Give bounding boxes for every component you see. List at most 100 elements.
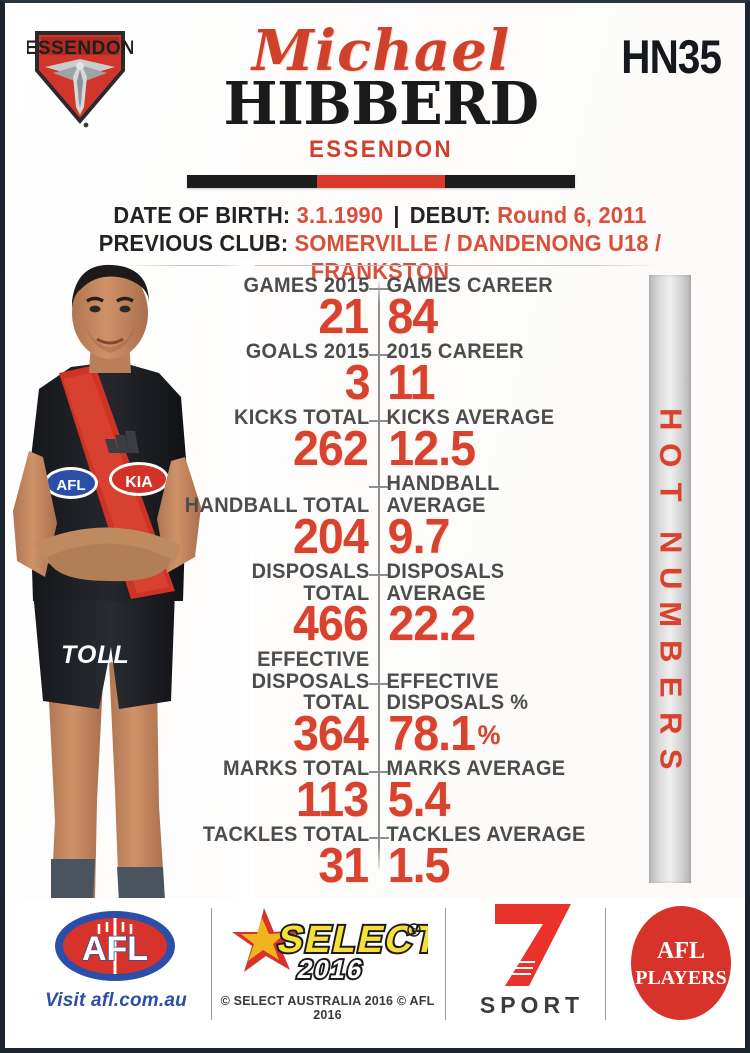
stat-value-right: 12.5	[388, 421, 476, 476]
footer-logo-bar: AFL Visit afl.com.au SELECT 2016 R	[5, 898, 745, 1048]
footer-divider	[211, 908, 212, 1020]
stat-label-right: GAMES CAREER	[386, 274, 553, 297]
stat-value-right: 5.4	[387, 772, 451, 827]
photo-edge-fade	[215, 261, 255, 901]
debut-value: Round 6, 2011	[497, 202, 647, 228]
row-tick	[369, 574, 389, 577]
stat-row: KICKS TOTAL KICKS AVERAGE 262 12.5	[173, 407, 597, 473]
footer-divider	[445, 908, 446, 1020]
bio-divider	[117, 265, 662, 266]
bio-row-birth-debut: DATE OF BIRTH: 3.1.1990 | DEBUT: Round 6…	[62, 201, 699, 229]
stat-row: EFFECTIVE DISPOSALS TOTAL EFFECTIVE DISPO…	[173, 649, 597, 758]
stat-label-left: KICKS TOTAL	[234, 406, 370, 430]
svg-text:2016: 2016	[295, 954, 367, 984]
select-logo: SELECT 2016 R © SELECT AUSTRALIA 2016 © …	[220, 898, 447, 1048]
dob-value: 3.1.1990	[296, 202, 384, 228]
strip-letter: T	[653, 482, 689, 502]
stat-row: TACKLES TOTAL TACKLES AVERAGE 31 1.5	[173, 824, 597, 890]
stat-row: MARKS TOTAL MARKS AVERAGE 113 5.4	[173, 758, 597, 824]
stat-value-left: 3	[344, 355, 370, 410]
player-team-name: ESSENDON	[309, 136, 453, 164]
stat-label-right: HANDBALL AVERAGE	[386, 472, 500, 518]
stat-row: GAMES 2015 GAMES CAREER 21 84	[173, 275, 597, 341]
svg-text:TOLL: TOLL	[61, 641, 130, 669]
svg-text:SELECT: SELECT	[274, 918, 428, 961]
player-first-name: Michael	[251, 18, 511, 84]
stat-label-right: EFFECTIVE DISPOSALS %	[386, 669, 529, 715]
row-tick	[369, 288, 389, 290]
stat-label-right: DISPOSALS AVERAGE	[386, 560, 505, 605]
afl-logo: AFL Visit afl.com.au	[27, 898, 205, 1048]
stat-value-left: 466	[293, 597, 369, 652]
player-name-block: Michael HIBBERD ESSENDON	[155, 18, 607, 164]
strip-letter: R	[653, 712, 689, 735]
stat-row: GOALS 2015 2015 CAREER 3 11	[173, 341, 597, 407]
afl-visit-link[interactable]: Visit afl.com.au	[45, 990, 187, 1011]
stat-value-right-suffix: %	[477, 719, 501, 750]
card-number: HN35	[621, 30, 722, 83]
stat-label-left: MARKS TOTAL	[222, 757, 370, 781]
stat-value-right: 11	[387, 355, 435, 410]
svg-text:AFL: AFL	[82, 930, 148, 968]
seven-sport-word: SPORT	[479, 992, 585, 1018]
stat-value-left: 31	[318, 839, 370, 894]
stat-label-left: GAMES 2015	[243, 274, 370, 297]
svg-text:AFL: AFL	[56, 477, 85, 494]
svg-text:AFL: AFL	[657, 938, 705, 964]
strip-letter: M	[653, 601, 689, 628]
stat-value-right: 84	[387, 289, 438, 344]
stat-value-left: 262	[293, 421, 369, 476]
stat-value-right: 9.7	[387, 509, 451, 564]
strip-letter: E	[653, 676, 689, 698]
stat-label-right: KICKS AVERAGE	[386, 406, 555, 430]
row-tick	[369, 682, 389, 685]
svg-text:ESSENDON: ESSENDON	[27, 38, 133, 59]
strip-letter: B	[653, 639, 689, 662]
select-copyright: © SELECT AUSTRALIA 2016 © AFL 2016	[220, 994, 435, 1022]
bar-segment-red	[316, 175, 445, 188]
strip-letter: S	[653, 749, 689, 770]
row-tick	[369, 837, 389, 840]
stat-row: HANDBALL TOTAL HANDBALL AVERAGE 204 9.7	[173, 473, 597, 561]
row-tick	[369, 771, 389, 774]
stat-label-right: MARKS AVERAGE	[386, 757, 566, 781]
stat-value-right: 1.5	[387, 839, 451, 894]
stats-table: GAMES 2015 GAMES CAREER 21 84 GOALS 2015 20…	[173, 275, 597, 891]
bar-segment-black-left	[187, 175, 317, 188]
footer-divider	[605, 908, 606, 1020]
stat-label-left: EFFECTIVE DISPOSALS TOTAL	[251, 647, 370, 715]
bio-row-previous-club: PREVIOUS CLUB: SOMERVILLE / DANDENONG U1…	[62, 229, 699, 285]
stat-value-left: 364	[293, 706, 369, 761]
row-tick	[369, 486, 389, 489]
stat-value-left: 21	[318, 289, 370, 344]
svg-text:PLAYERS: PLAYERS	[635, 967, 727, 989]
stat-label-left: HANDBALL TOTAL	[184, 494, 370, 518]
row-tick	[369, 420, 389, 423]
player-last-name: HIBBERD	[223, 69, 539, 139]
bio-separator: |	[393, 202, 400, 228]
stat-label-left: TACKLES TOTAL	[202, 823, 370, 847]
stat-value-left: 204	[293, 509, 369, 564]
hot-numbers-label: H O T N U M B E R S	[649, 401, 691, 883]
strip-letter: N	[653, 530, 689, 554]
svg-text:KIA: KIA	[125, 474, 153, 491]
dob-label: DATE OF BIRTH:	[113, 202, 291, 228]
player-photo: TOLL AFL KIA	[5, 261, 237, 901]
afl-players-logo-icon: AFL PLAYERS	[629, 904, 733, 1022]
stat-value-right: 22.2	[388, 597, 476, 652]
afl-logo-icon: AFL	[53, 908, 177, 984]
stat-label-left: DISPOSALS TOTAL	[251, 560, 370, 605]
strip-letter: U	[653, 567, 689, 590]
club-colours-bar	[187, 175, 575, 188]
stat-value-left: 113	[295, 772, 369, 827]
select-logo-icon: SELECT 2016 R	[228, 904, 447, 988]
stat-label-right: TACKLES AVERAGE	[386, 823, 586, 847]
player-bio: DATE OF BIRTH: 3.1.1990 | DEBUT: Round 6…	[45, 201, 715, 285]
essendon-club-logo-icon: ESSENDON	[27, 25, 133, 129]
afl-players-logo: AFL PLAYERS	[617, 898, 742, 1048]
previous-club-value: SOMERVILLE / DANDENONG U18 / FRANKSTON	[294, 230, 662, 285]
seven-sport-logo: SPORT	[457, 898, 607, 1048]
hot-numbers-strip: H O T N U M B E R S	[649, 275, 691, 883]
svg-text:R: R	[411, 927, 417, 936]
